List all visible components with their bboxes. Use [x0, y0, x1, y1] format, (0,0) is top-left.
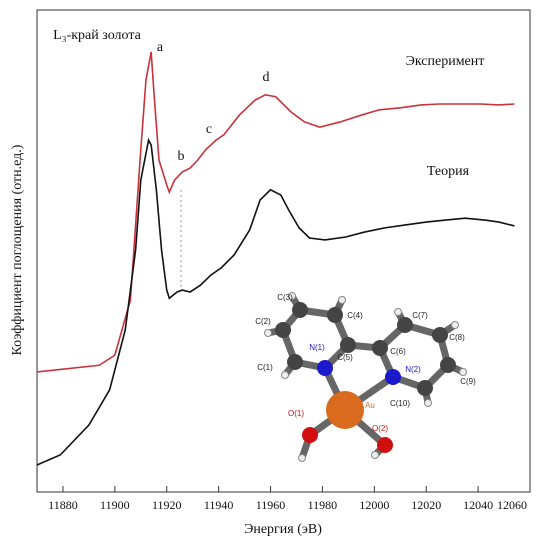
annotation: b [178, 149, 185, 164]
series-line [37, 140, 514, 465]
x-tick-label: 12020 [411, 498, 441, 512]
atom-label: C(8) [449, 333, 465, 342]
annotation: L₃-край золота [53, 28, 141, 43]
atom-label: C(4) [347, 311, 363, 320]
atom-label: C(1) [257, 363, 273, 372]
y-axis-label: Коэффициент поглощения (отн.ед.) [10, 144, 25, 355]
atom-label: C(10) [390, 399, 410, 408]
atom-label: N(2) [405, 365, 421, 374]
annotation: c [206, 122, 212, 137]
atom-label: C(9) [460, 377, 476, 386]
atom-label: C(3) [277, 293, 293, 302]
nitrogen [385, 369, 401, 385]
x-tick-label: 12000 [359, 498, 389, 512]
x-tick-label: 11940 [204, 498, 234, 512]
x-tick-label: 11960 [256, 498, 286, 512]
atom-label: C(6) [390, 347, 406, 356]
annotation: d [263, 70, 270, 85]
series-label: Эксперимент [406, 54, 485, 69]
atom-label: C(7) [412, 311, 428, 320]
nitrogen [317, 360, 333, 376]
atom-label: C(2) [255, 317, 271, 326]
bonds [268, 296, 463, 458]
plot-frame [37, 10, 530, 492]
series-line [37, 52, 514, 372]
x-tick-label: 12040 [463, 498, 493, 512]
annotation: a [157, 40, 164, 55]
oxygen [377, 437, 393, 453]
atom-label: O(1) [288, 409, 304, 418]
series-label: Теория [427, 164, 470, 179]
chart: Энергия (эВ) Коэффициент поглощения (отн… [0, 0, 536, 539]
x-tick-label: 11900 [100, 498, 130, 512]
gold-atom [326, 391, 364, 429]
x-tick-label: 11980 [308, 498, 338, 512]
oxygen [302, 427, 318, 443]
atom-label: N(1) [309, 343, 325, 352]
atom-label: C(5) [337, 353, 353, 362]
atom-label: Au [365, 401, 375, 410]
atom-label: O(2) [372, 424, 388, 433]
x-axis-label: Энергия (эВ) [244, 522, 322, 537]
molecule [265, 293, 467, 462]
x-tick-label: 11880 [48, 498, 78, 512]
x-tick-label: 11920 [152, 498, 182, 512]
x-tick-label: 12060 [497, 498, 527, 512]
